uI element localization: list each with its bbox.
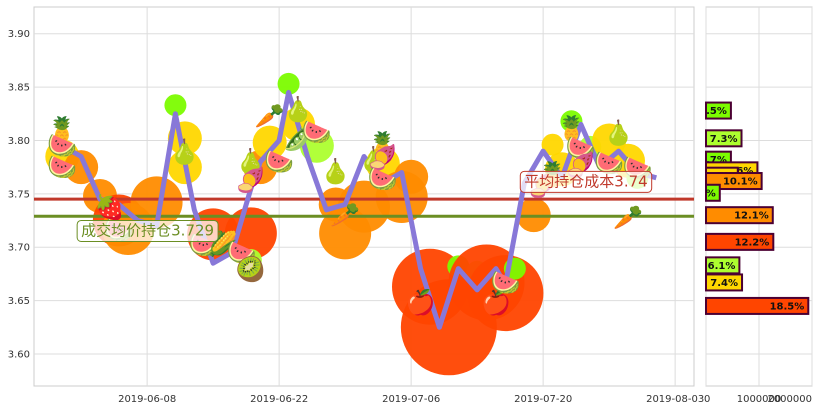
radish-icon: 🍠 [368, 143, 398, 171]
carrot-icon: 🥕 [613, 203, 643, 231]
distribution-bar [705, 101, 732, 120]
x-tick-label: 2019-06-08 [118, 394, 176, 405]
distribution-bar [705, 183, 721, 202]
annotation-layer: 平均持仓成本3.74 成交均价持仓3.729 [76, 170, 653, 242]
pear-icon: 🍐 [283, 95, 313, 123]
y-tick-label: 3.70 [8, 243, 30, 254]
main-y-axis: 3.90 3.85 3.80 3.75 3.70 3.65 3.60 [8, 29, 30, 360]
volume-bubble [164, 94, 187, 117]
strawberry-icon: 🍓 [94, 194, 124, 222]
distribution-bar-label: % [706, 188, 716, 199]
distribution-bar-label: 12.2% [735, 237, 770, 248]
pear-icon: 🍐 [604, 119, 634, 147]
carrot-icon: 🥕 [255, 102, 285, 130]
main-x-axis: 2019-06-08 2019-06-22 2019-07-06 2019-07-20… [118, 394, 704, 405]
y-tick-label: 3.60 [8, 349, 30, 360]
side-x-tick-label: 1000000 [737, 394, 782, 405]
y-tick-label: 3.90 [8, 29, 30, 40]
volume-bubble [541, 133, 564, 156]
watermelon-icon: 🍉 [566, 134, 596, 162]
watermelon-icon: 🍉 [47, 153, 77, 181]
watermelon-icon: 🍉 [264, 148, 294, 176]
side-x-tick-label: 0 [704, 394, 710, 405]
volume-bubble [239, 249, 262, 272]
pineapple-icon: 🍍 [368, 131, 398, 159]
side-bar-layer: .5%7.3%.7%9.6%.7%10.1%%12.1%12.2%6.1%7.4… [705, 101, 810, 315]
watermelon-icon: 🍉 [368, 165, 398, 193]
distribution-bar [705, 232, 775, 251]
volume-bubble [467, 255, 544, 332]
pear-icon: 🍐 [358, 146, 388, 174]
watermelon-icon: 🍉 [47, 132, 77, 160]
annotation-label: 成交均价持仓3.729 [81, 221, 214, 239]
main-plot-area: 🍍🍉🍉🍓🍉🍐🍉🌽🍉🥝🍐🍠🥕🍉🫛🍐🍉🍐🥕🍐🍍🍠🍉🍎🍎🍉🍠🍍🍍🍉🍠🍐🍉🥕🍉 平均持仓… [8, 6, 704, 405]
distribution-bar-label: 18.5% [770, 301, 805, 312]
distribution-bar [705, 129, 743, 148]
distribution-bar-label: 9.6% [726, 166, 754, 177]
apple-icon: 🍎 [481, 288, 511, 317]
pea-pod-icon: 🫛 [283, 124, 313, 152]
pineapple-icon: 🍍 [556, 115, 586, 143]
volume-bubble [224, 207, 277, 260]
watermelon-slice-icon: 🍉 [226, 238, 256, 266]
y-tick-label: 3.85 [8, 83, 30, 94]
reference-line-layer [34, 197, 694, 218]
distribution-bar [705, 206, 774, 225]
side-plot-area: .5%7.3%.7%9.6%.7%10.1%%12.1%12.2%6.1%7.4… [704, 6, 813, 405]
y-tick-label: 3.80 [8, 136, 30, 147]
y-tick-label: 3.75 [8, 189, 30, 200]
pear-icon: 🍐 [170, 138, 200, 166]
volume-bubble [277, 72, 300, 95]
radish-icon: 🍠 [236, 166, 266, 194]
pineapple-icon: 🍍 [47, 116, 77, 144]
distribution-bar [705, 256, 741, 275]
distribution-bar [705, 273, 744, 292]
distribution-bar-label: 7.3% [710, 134, 738, 145]
price-line-layer [61, 89, 657, 330]
annotation-label: 平均持仓成本3.74 [524, 172, 647, 190]
distribution-bar-label: 12.1% [734, 211, 769, 222]
annotation-box [519, 170, 653, 193]
kiwi-icon: 🥝 [236, 254, 266, 284]
x-tick-label: 2019-08-03 [646, 394, 704, 405]
pear-icon: 🍐 [236, 148, 266, 176]
x-tick-label: 2019-07-06 [382, 394, 440, 405]
distribution-bar-label: 6.1% [708, 261, 736, 272]
price-line [61, 89, 657, 330]
pear-icon: 🍐 [321, 157, 351, 185]
y-tick-label: 3.65 [8, 296, 30, 307]
watermelon-slice-icon: 🍉 [490, 268, 520, 296]
x-tick-label: 2019-06-22 [250, 394, 308, 405]
distribution-bar-label: 7.4% [710, 278, 738, 289]
volume-bubble [560, 110, 583, 133]
distribution-bar-label: .7% [706, 155, 727, 166]
distribution-bar-label: .5% [706, 106, 727, 117]
side-x-tick-label: 2000000 [767, 394, 812, 405]
watermelon-icon: 🍉 [302, 118, 332, 146]
distribution-bar-label: 10.1% [723, 177, 758, 188]
apple-icon: 🍎 [406, 288, 436, 317]
annotation-box [76, 219, 219, 242]
carrot-icon: 🥕 [330, 201, 360, 229]
distribution-bar [705, 296, 810, 315]
x-tick-label: 2019-07-20 [514, 394, 572, 405]
fruit-marker-layer: 🍍🍉🍉🍓🍉🍐🍉🌽🍉🥝🍐🍠🥕🍉🫛🍐🍉🍐🥕🍐🍍🍠🍉🍎🍎🍉🍠🍍🍍🍉🍠🍐🍉🥕🍉 [47, 95, 652, 316]
